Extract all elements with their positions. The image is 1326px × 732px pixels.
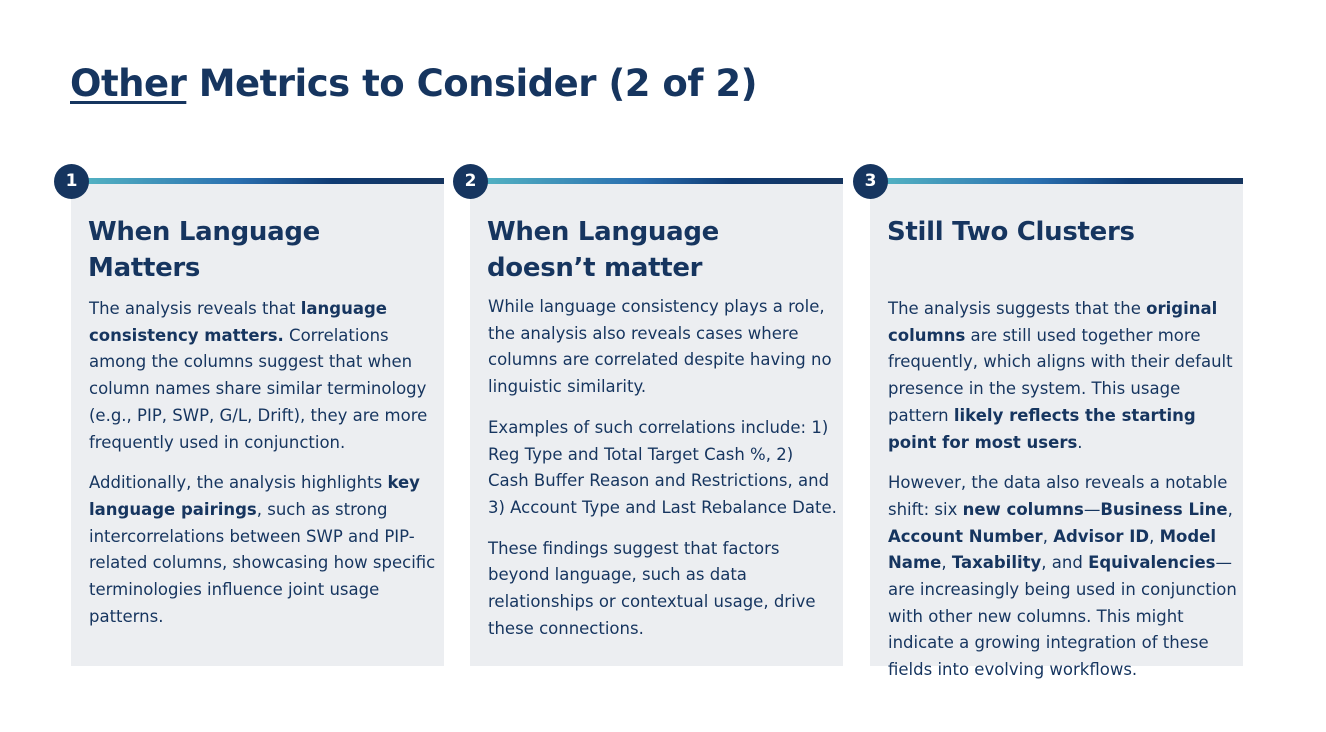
card-paragraph: Examples of such correlations include: 1… bbox=[488, 415, 838, 522]
page-title: Other Metrics to Consider (2 of 2) bbox=[70, 62, 757, 105]
card-panel bbox=[470, 182, 843, 666]
card-paragraph: These findings suggest that factors beyo… bbox=[488, 536, 838, 643]
emphasis-text: Taxability bbox=[951, 553, 1042, 573]
paragraph-text: Examples of such correlations include: 1… bbox=[488, 417, 837, 517]
card-paragraph: Additionally, the analysis highlights ke… bbox=[89, 470, 439, 630]
emphasis-text: Business Line bbox=[1100, 499, 1228, 519]
step-number-badge: 1 bbox=[54, 164, 89, 199]
paragraph-text: — bbox=[1083, 499, 1101, 519]
card-body: The analysis reveals that language consi… bbox=[89, 296, 439, 644]
paragraph-text: While language consistency plays a role,… bbox=[488, 297, 832, 397]
emphasis-text: Advisor ID bbox=[1053, 526, 1150, 546]
paragraph-text: are still used together more frequently,… bbox=[888, 325, 1233, 425]
card-accent-bar bbox=[71, 178, 444, 184]
emphasis-text: new columns bbox=[962, 499, 1084, 519]
card-accent-bar bbox=[470, 178, 843, 184]
card-panel bbox=[870, 182, 1243, 666]
card-accent-bar bbox=[870, 178, 1243, 184]
paragraph-text: , bbox=[1042, 526, 1054, 546]
emphasis-text: original columns bbox=[888, 299, 1218, 345]
paragraph-text: Additionally, the analysis highlights bbox=[89, 473, 388, 493]
paragraph-text: , and bbox=[1041, 553, 1089, 573]
step-number-badge: 3 bbox=[853, 164, 888, 199]
emphasis-text: language consistency matters. bbox=[89, 299, 387, 345]
card-paragraph: The analysis suggests that the original … bbox=[888, 296, 1238, 456]
paragraph-text: . bbox=[1077, 432, 1083, 452]
card-panel bbox=[71, 182, 444, 666]
paragraph-text: These findings suggest that factors beyo… bbox=[488, 538, 816, 638]
emphasis-text: key language pairings bbox=[89, 473, 420, 519]
card-heading: Still Two Clusters bbox=[887, 217, 1135, 247]
card-paragraph: The analysis reveals that language consi… bbox=[89, 296, 439, 456]
paragraph-text: , bbox=[1227, 499, 1233, 519]
paragraph-text: —are increasingly being used in conjunct… bbox=[888, 553, 1237, 680]
card-heading: When Language doesn’t matter bbox=[487, 217, 720, 283]
paragraph-text: , bbox=[941, 553, 952, 573]
card-paragraph: While language consistency plays a role,… bbox=[488, 294, 838, 401]
paragraph-text: , bbox=[1149, 526, 1160, 546]
paragraph-text: The analysis reveals that bbox=[89, 299, 301, 318]
title-emphasis: Other bbox=[70, 62, 187, 105]
paragraph-text: , such as strong intercorrelations betwe… bbox=[89, 499, 436, 626]
step-number-badge: 2 bbox=[453, 164, 488, 199]
paragraph-text: The analysis suggests that the bbox=[888, 299, 1147, 318]
card-paragraph: However, the data also reveals a notable… bbox=[888, 470, 1238, 684]
card-heading: When Language Matters bbox=[88, 217, 321, 283]
card-body: The analysis suggests that the original … bbox=[888, 296, 1238, 698]
paragraph-text: However, the data also reveals a notable… bbox=[888, 473, 1228, 519]
card-body: While language consistency plays a role,… bbox=[488, 294, 838, 656]
emphasis-text: Equivalencies bbox=[1088, 553, 1216, 573]
paragraph-text: Correlations among the columns suggest t… bbox=[89, 325, 428, 452]
title-text: Metrics to Consider (2 of 2) bbox=[186, 62, 758, 105]
emphasis-text: Model Name bbox=[888, 526, 1216, 573]
emphasis-text: Account Number bbox=[888, 526, 1043, 546]
emphasis-text: likely reflects the starting point for m… bbox=[888, 405, 1196, 452]
